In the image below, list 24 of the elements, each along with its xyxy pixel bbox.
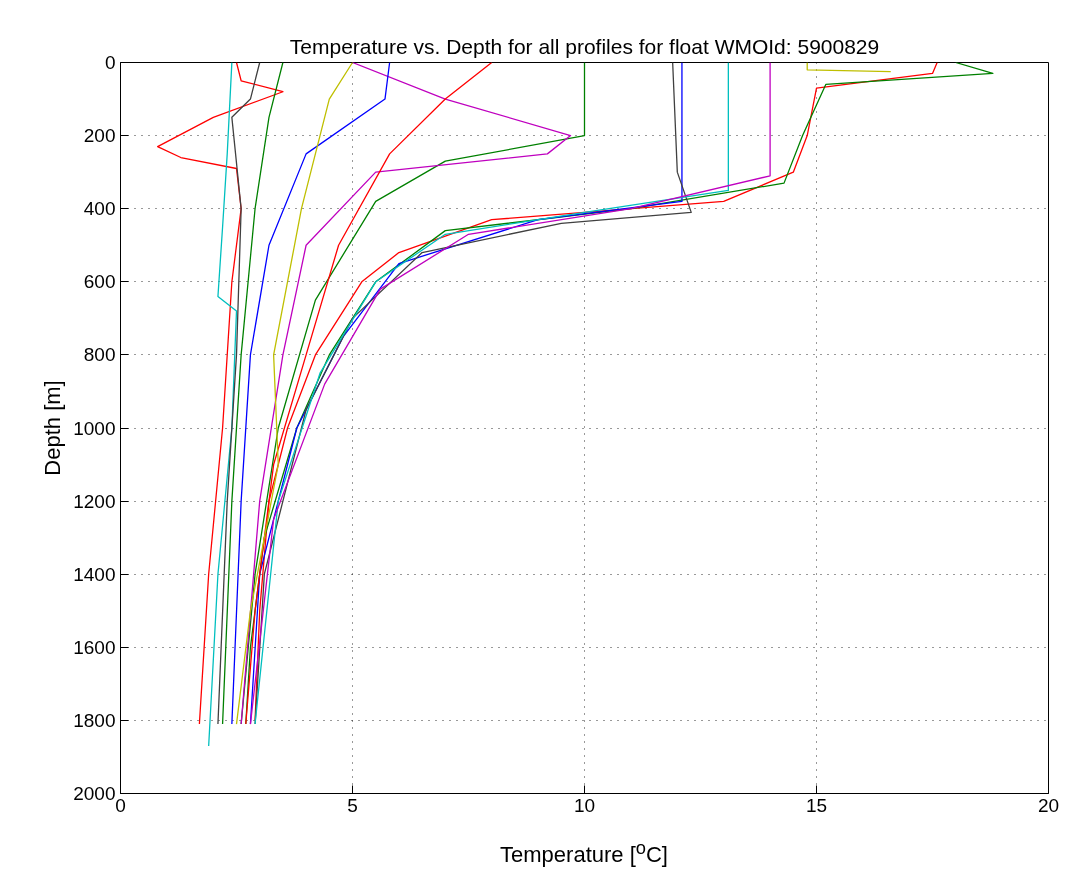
chart-title: Temperature vs. Depth for all profiles for float WMOId: 5900829: [289, 34, 880, 58]
x-tick-label: 15: [805, 794, 828, 816]
y-tick-label: 1600: [73, 636, 116, 658]
y-tick-label: 1200: [73, 490, 116, 512]
line-series: [208, 62, 238, 747]
y-tick-label: 200: [83, 125, 116, 147]
y-tick-label: 600: [83, 271, 116, 293]
x-tick-label: 10: [573, 794, 596, 816]
y-tick-label: 400: [83, 198, 116, 220]
line-series: [235, 62, 354, 725]
line-series: [221, 62, 284, 725]
y-tick-label: 800: [83, 344, 116, 366]
y-tick-label: 2000: [73, 783, 116, 804]
y-tick-label: 1400: [73, 563, 116, 585]
x-tick-label: 20: [1037, 794, 1060, 816]
y-tick-label: 1000: [73, 417, 116, 439]
x-axis-title: Temperature [$^{o}$C]: [500, 836, 668, 870]
y-tick-label: 0: [104, 52, 116, 73]
line-series: [231, 62, 391, 725]
line-series: [156, 62, 284, 725]
y-tick-label: 1800: [73, 709, 116, 731]
line-series: [217, 62, 261, 725]
x-tick-label: 5: [347, 794, 358, 816]
y-axis-title: Depth [m]: [40, 380, 66, 476]
